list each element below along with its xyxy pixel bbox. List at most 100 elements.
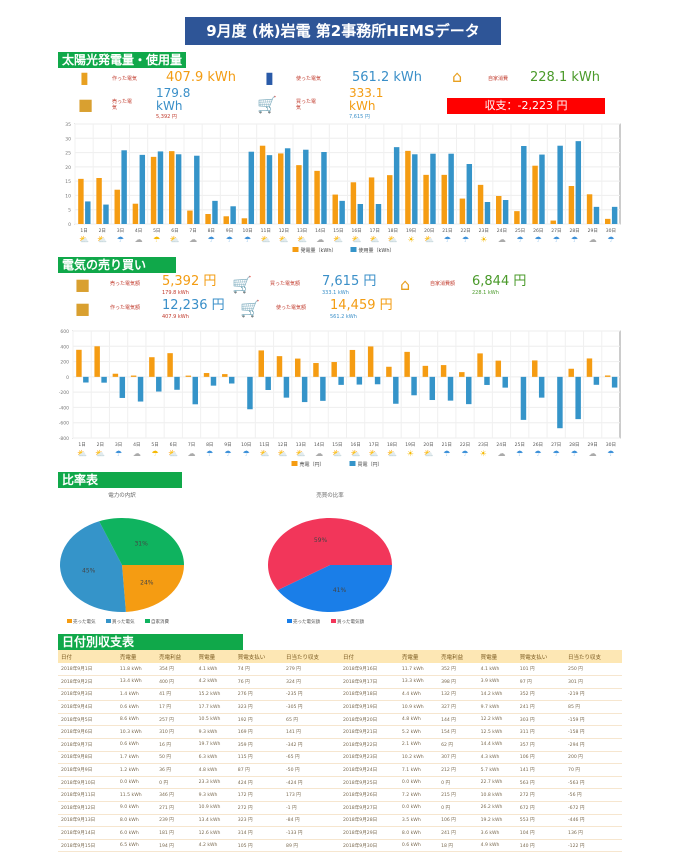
legend-label: 売った電気額 <box>293 618 320 625</box>
table-cell: 41 円 <box>156 688 196 702</box>
table-cell: 2018年9月26日 <box>340 788 399 803</box>
table-row: 2018年9月17日 13.3 kWh 398 円 3.9 kWh 97 円 301 円 <box>340 675 622 689</box>
column-header: 売電利益 <box>438 650 478 663</box>
table-cell: 194 円 <box>156 839 196 853</box>
table-cell: 192 円 <box>234 713 284 727</box>
bar-series2 <box>393 376 399 404</box>
bar-series1 <box>314 170 320 224</box>
section-solar: 太陽光発電量・使用量 <box>58 52 186 68</box>
daily-table-right: 日付 売電量 売電利益 買電量 買電支払い 日当たり収支 2018年9月16日 11.7 kW… <box>340 650 622 853</box>
column-header: 買電量 <box>477 650 517 663</box>
bar-series2 <box>157 151 164 224</box>
weather-cloudy-sun-icon: ⛅ <box>77 449 87 458</box>
table-cell: -563 円 <box>565 776 622 790</box>
y-tick-label: 600 <box>60 329 69 335</box>
table-cell: 62 円 <box>438 738 478 752</box>
table-cell: 241 円 <box>438 826 478 840</box>
table-cell: 11.5 kWh <box>116 788 157 803</box>
table-cell: 352 円 <box>516 688 566 702</box>
bar-series2 <box>375 204 382 224</box>
column-header: 日当たり収支 <box>565 650 622 663</box>
table-cell: 2.1 kWh <box>398 738 439 752</box>
x-tick-label: 12日 <box>279 228 289 234</box>
bar-series2 <box>103 204 109 224</box>
y-tick-label: -600 <box>59 421 69 427</box>
y-tick-label: 35 <box>65 122 71 128</box>
x-tick-label: 7日 <box>189 228 196 234</box>
generated-amount-kwh: 407.9 kWh <box>162 314 189 320</box>
table-cell: 8.0 kWh <box>116 814 157 828</box>
bar-series2 <box>283 376 290 398</box>
table-cell: 2018年9月8日 <box>58 751 117 765</box>
bar-series2 <box>247 376 253 410</box>
table-cell: 9.3 kWh <box>195 725 235 740</box>
weather-rain-icon: ☂ <box>208 235 215 244</box>
weather-cloudy-sun-icon: ⛅ <box>424 235 434 244</box>
pie-slice <box>268 518 392 591</box>
pie-title: 売買の比率 <box>316 491 344 499</box>
self-amount-label: 自家消費額 <box>430 281 456 287</box>
bar-series1 <box>331 362 337 377</box>
table-cell: 10.9 kWh <box>398 700 439 714</box>
x-tick-label: 27日 <box>551 442 561 448</box>
battery-icon: ▮ <box>80 68 89 87</box>
house-icon: ⌂ <box>400 275 411 294</box>
sold-amount-label: 売った電気額 <box>110 281 141 287</box>
bar-series1 <box>568 186 575 224</box>
weather-rain-cloud-icon: ☂ <box>117 235 124 244</box>
weather-rain-icon: ☂ <box>553 235 560 244</box>
x-tick-label: 9日 <box>226 228 233 234</box>
weather-rain-icon: ☂ <box>243 449 250 458</box>
table-cell: 11.7 kWh <box>398 663 439 677</box>
table-cell: 22.7 kWh <box>477 776 517 790</box>
bar-series1 <box>405 150 411 224</box>
x-tick-label: 5日 <box>153 228 160 234</box>
table-cell: 9.3 kWh <box>195 788 235 803</box>
bar-series2 <box>356 376 363 385</box>
x-tick-label: 26日 <box>533 228 543 234</box>
bought-amount-kwh: 333.1 kWh <box>322 290 349 296</box>
table-cell: 132 円 <box>438 688 478 702</box>
table-cell: 141 円 <box>516 763 566 777</box>
x-tick-label: 1日 <box>80 228 87 234</box>
table-cell: 0.0 kWh <box>398 776 439 790</box>
table-row: 2018年9月6日 10.3 kWh 310 円 9.3 kWh 169 円 141 円 <box>58 725 340 740</box>
bar-series2 <box>411 376 417 396</box>
table-row: 2018年9月24日 7.1 kWh 212 円 5.7 kWh 141 円 70 円 <box>340 763 622 777</box>
bar-series2 <box>83 376 89 383</box>
table-row: 2018年9月29日 8.0 kWh 241 円 3.6 kWh 104 円 136 円 <box>340 826 622 840</box>
bar-series1 <box>149 357 155 377</box>
table-cell: 2018年9月21日 <box>340 725 399 740</box>
weather-rain-icon: ☂ <box>553 449 560 458</box>
table-cell: 10.8 kWh <box>477 788 517 803</box>
bar-series1 <box>459 372 465 377</box>
table-cell: -50 円 <box>283 763 340 777</box>
table-row: 2018年9月23日 10.2 kWh 307 円 4.3 kWh 106 円 200 円 <box>340 751 622 765</box>
table-cell: 89 円 <box>283 839 340 853</box>
weather-sun-rain-icon: ☂ <box>151 449 158 458</box>
table-cell: 16 円 <box>156 738 196 752</box>
bar-series1 <box>386 366 392 377</box>
table-cell: 13.3 kWh <box>398 675 439 689</box>
daily-table-left: 日付 売電量 売電利益 買電量 買電支払い 日当たり収支 2018年9月1日 11.8 kWh… <box>58 650 340 853</box>
table-cell: 8.0 kWh <box>398 826 439 840</box>
table-cell: 101 円 <box>516 663 566 677</box>
weather-rain-cloud-icon: ☂ <box>535 235 542 244</box>
table-cell: -1 円 <box>283 801 340 815</box>
bar-series1 <box>532 360 538 377</box>
bar-series2 <box>484 376 490 385</box>
bar-series1 <box>423 174 429 224</box>
bar-series2 <box>611 206 618 224</box>
x-tick-label: 20日 <box>424 228 434 234</box>
x-tick-label: 27日 <box>551 228 561 234</box>
weather-sun-icon: ☀ <box>407 449 414 458</box>
used-amount-kwh: 561.2 kWh <box>330 314 357 320</box>
table-cell: 303 円 <box>516 713 566 727</box>
table-cell: 3.5 kWh <box>398 814 439 828</box>
x-tick-label: 28日 <box>569 228 579 234</box>
table-row: 2018年9月19日 10.9 kWh 327 円 9.7 kWh 241 円 85 円 <box>340 700 622 714</box>
table-cell: 19.7 kWh <box>195 738 235 752</box>
x-tick-label: 23日 <box>479 228 489 234</box>
weather-cloudy-icon: ☁ <box>498 235 506 244</box>
table-cell: 5.7 kWh <box>477 763 517 777</box>
